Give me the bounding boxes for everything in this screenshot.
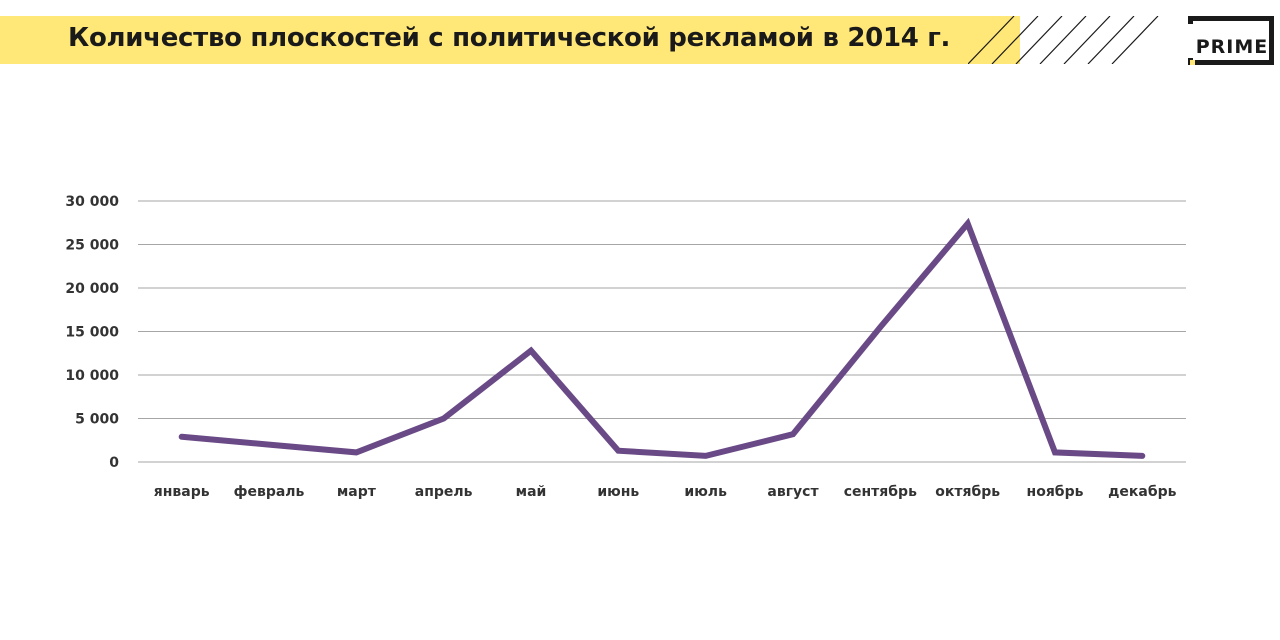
x-tick-label: май	[516, 484, 547, 500]
series-line	[178, 217, 1146, 459]
y-tick-label: 25 000	[65, 238, 119, 254]
x-tick-label: апрель	[415, 484, 473, 500]
chart-title: Количество плоскостей с политической рек…	[68, 23, 951, 53]
y-tick-label: 20 000	[65, 281, 119, 297]
y-tick-label: 10 000	[65, 368, 119, 384]
svg-text:PRIME: PRIME	[1196, 36, 1269, 58]
x-tick-label: март	[337, 484, 377, 500]
x-tick-label: сентябрь	[844, 484, 917, 500]
x-tick-label: июль	[684, 484, 727, 500]
decorative-hatch	[968, 16, 1159, 64]
title-bar	[0, 16, 1020, 64]
y-tick-label: 0	[109, 455, 119, 471]
y-tick-label: 5 000	[75, 412, 119, 428]
x-tick-label: август	[767, 484, 819, 500]
x-tick-label: октябрь	[935, 484, 1000, 500]
prime-logo: PRIME	[1188, 16, 1274, 65]
x-tick-label: январь	[154, 484, 210, 500]
x-tick-label: февраль	[234, 484, 305, 500]
x-tick-label: ноябрь	[1027, 484, 1084, 500]
y-tick-label: 15 000	[65, 325, 119, 341]
y-tick-label: 30 000	[65, 194, 119, 210]
x-tick-label: декабрь	[1108, 484, 1177, 500]
x-tick-label: июнь	[597, 484, 639, 500]
